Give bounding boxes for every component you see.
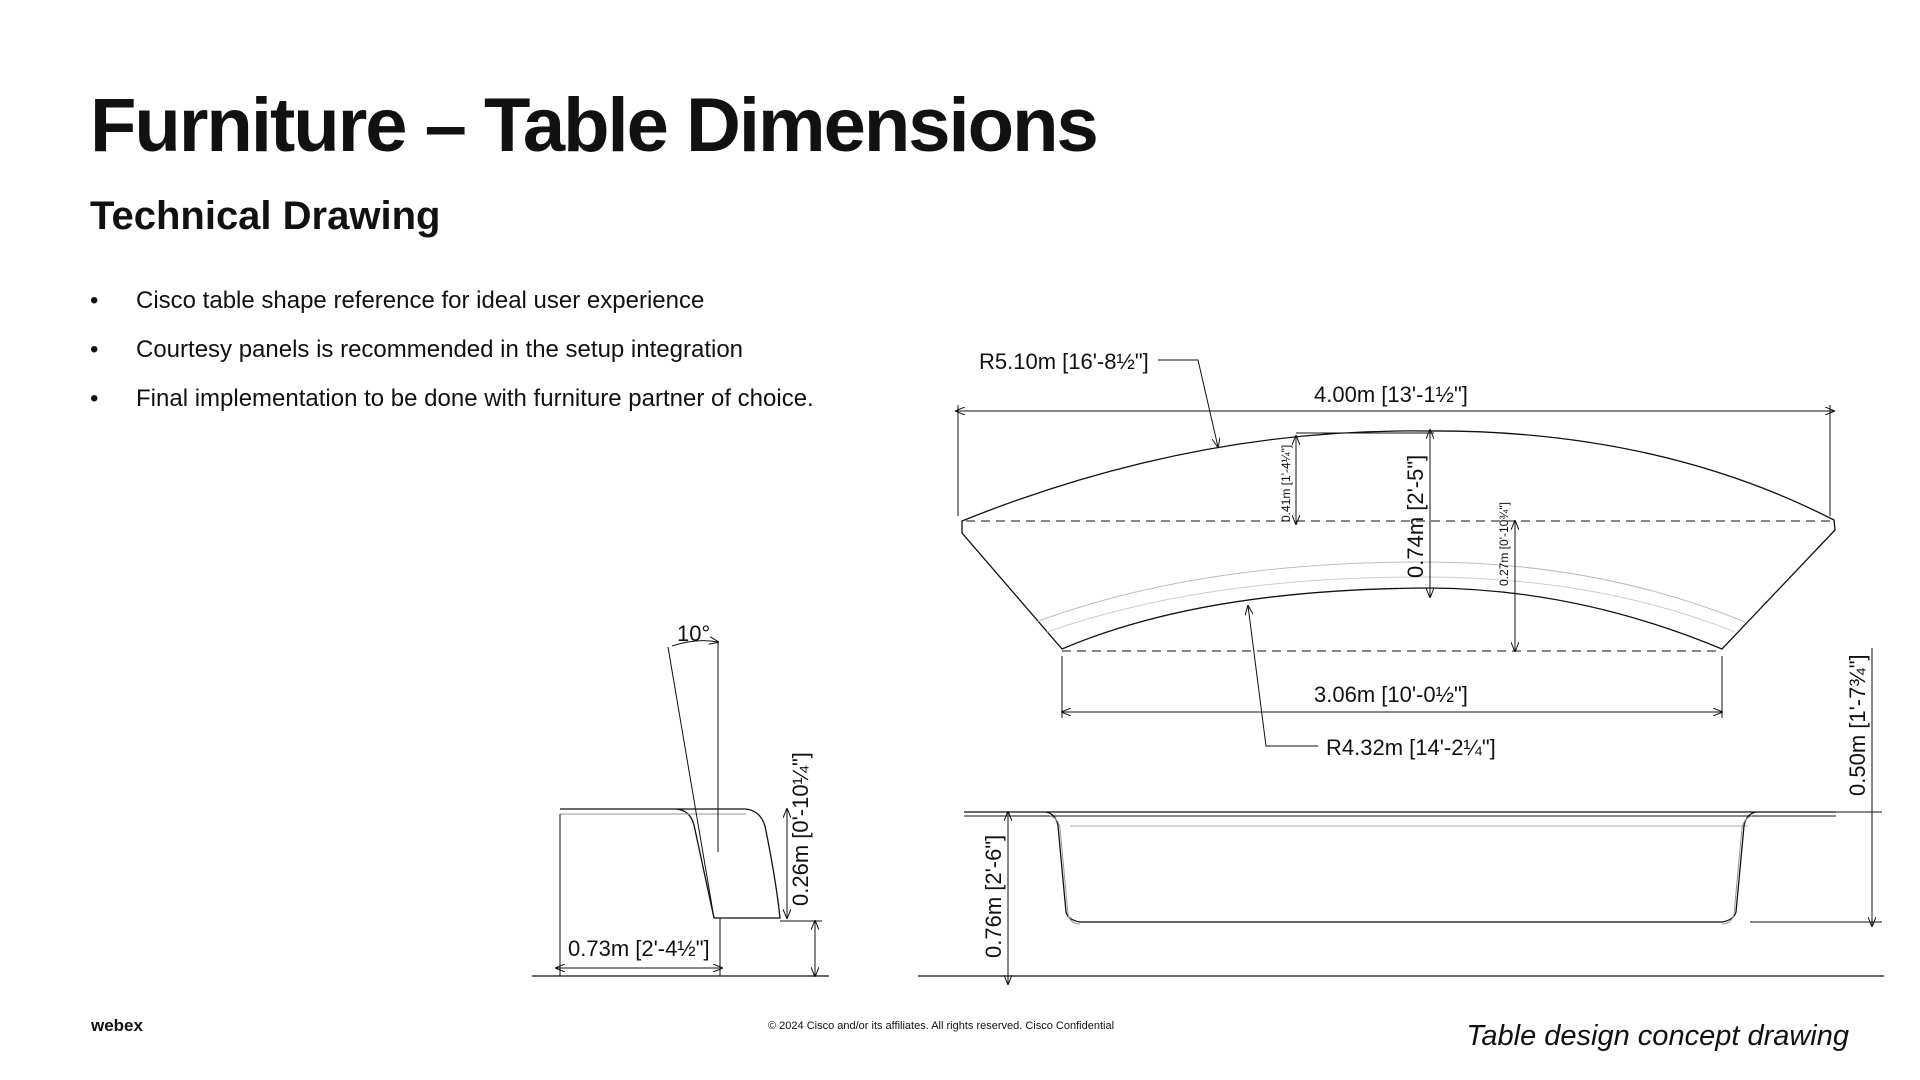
- side-depth-label: 0.27m [0'-10¾"]: [1497, 502, 1511, 586]
- copyright-text: © 2024 Cisco and/or its affiliates. All …: [768, 1020, 1115, 1032]
- drawing-caption: Table design concept drawing: [1466, 1020, 1849, 1052]
- angle-label: 10°: [677, 621, 710, 646]
- elevation-panel: [1045, 811, 1757, 923]
- bullet-item: Cisco table shape reference for ideal us…: [90, 286, 814, 335]
- panel-height-label: 0.26m [0'-10¼"]: [788, 752, 813, 906]
- bullet-item: Final implementation to be done with fur…: [90, 384, 814, 433]
- bullet-item: Courtesy panels is recommended in the se…: [90, 335, 814, 384]
- section-depth-label: 0.73m [2'-4½"]: [568, 936, 710, 961]
- table-outline: [961, 430, 1836, 650]
- webex-logo: webex: [91, 1016, 143, 1035]
- elevation-view: [918, 648, 1884, 984]
- page-title: Furniture – Table Dimensions: [90, 83, 1099, 168]
- height-label: 0.76m [2'-6"]: [981, 835, 1006, 958]
- bullet-list: Cisco table shape reference for ideal us…: [90, 286, 814, 433]
- total-depth-label: 0.74m [2'-5"]: [1403, 455, 1428, 578]
- inner-guide-curve: [1035, 561, 1746, 623]
- panel-depth-label: 0.50m [1'-7¾"]: [1845, 654, 1870, 796]
- section-profile: [560, 808, 781, 919]
- outer-radius-label: R5.10m [16'-8½"]: [979, 349, 1149, 374]
- page-subtitle: Technical Drawing: [90, 194, 441, 238]
- front-depth-label: 0.41m [1'-4¼"]: [1279, 445, 1293, 522]
- rear-width-label: 3.06m [10'-0½"]: [1314, 682, 1468, 707]
- section-view: [532, 641, 829, 976]
- plan-view: [956, 359, 1836, 747]
- inner-radius-label: R4.32m [14'-2¼"]: [1326, 735, 1496, 760]
- overall-width-label: 4.00m [13'-1½"]: [1314, 382, 1468, 407]
